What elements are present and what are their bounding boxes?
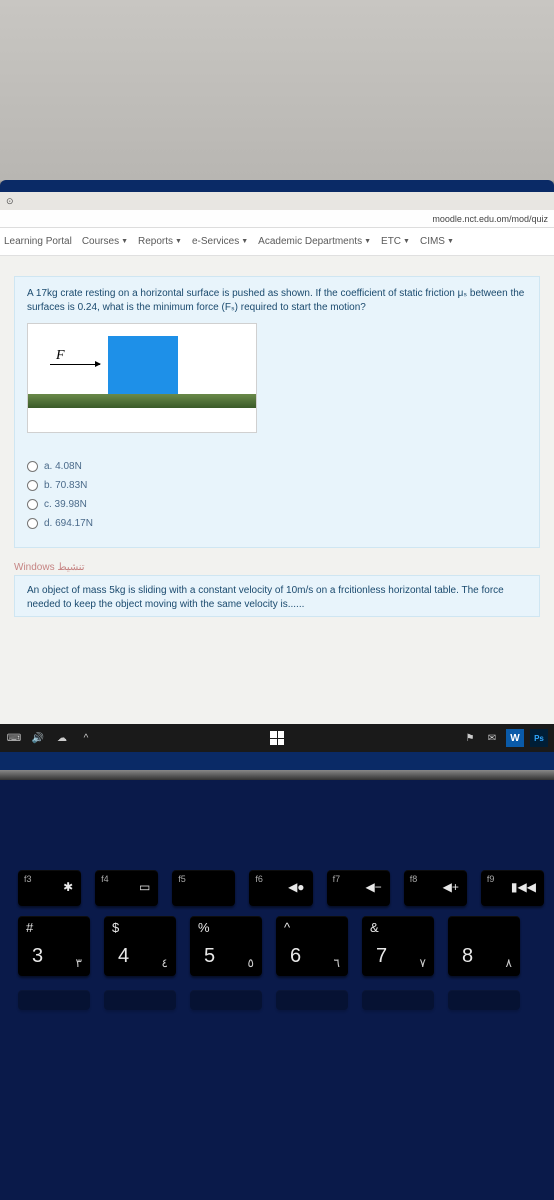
windows-watermark: Windows تنشيط — [14, 562, 540, 573]
nav-eservices[interactable]: e-Services▼ — [192, 236, 248, 247]
windows-start-icon[interactable] — [270, 731, 284, 745]
windows-taskbar[interactable]: ⌨ 🔊 ☁ ^ ⚑ ✉ W Ps — [0, 724, 554, 752]
force-label: F — [56, 348, 65, 364]
url-text: moodle.nct.edu.om/mod/quiz — [432, 214, 548, 224]
force-arrow — [50, 364, 100, 365]
caret-icon: ▼ — [241, 238, 248, 245]
photo-background: ⊙ moodle.nct.edu.om/mod/quiz Learning Po… — [0, 0, 554, 1200]
browser-tabstrip[interactable]: ⊙ — [0, 192, 554, 210]
screen: ⊙ moodle.nct.edu.om/mod/quiz Learning Po… — [0, 192, 554, 752]
key-partial[interactable] — [276, 990, 348, 1010]
key-partial[interactable] — [362, 990, 434, 1010]
caret-icon: ▼ — [364, 238, 371, 245]
nav-courses[interactable]: Courses▼ — [82, 236, 128, 247]
page-body: A 17kg crate resting on a horizontal sur… — [0, 256, 554, 617]
laptop-bezel: ⊙ moodle.nct.edu.om/mod/quiz Learning Po… — [0, 180, 554, 770]
flag-icon[interactable]: ⚑ — [462, 730, 478, 746]
brand-label[interactable]: Learning Portal — [4, 236, 72, 247]
crate-shape — [108, 336, 178, 394]
question-2-text: An object of mass 5kg is sliding with a … — [27, 585, 504, 610]
caret-icon: ▼ — [403, 238, 410, 245]
key-partial[interactable] — [448, 990, 520, 1010]
photoshop-icon[interactable]: Ps — [530, 729, 548, 747]
key-f6[interactable]: f6◀● — [249, 870, 312, 906]
speaker-icon[interactable]: 🔊 — [30, 730, 46, 746]
nav-cims[interactable]: CIMS▼ — [420, 236, 454, 247]
key-partial[interactable] — [104, 990, 176, 1010]
key-partial[interactable] — [190, 990, 262, 1010]
radio-a[interactable] — [27, 461, 38, 472]
radio-d[interactable] — [27, 518, 38, 529]
key-f4[interactable]: f4▭ — [95, 870, 158, 906]
key-f8[interactable]: f8◀+ — [404, 870, 467, 906]
envelope-icon[interactable]: ✉ — [484, 730, 500, 746]
key-partial[interactable] — [18, 990, 90, 1010]
question-2-card: An object of mass 5kg is sliding with a … — [14, 575, 540, 617]
taskbar-left: ⌨ 🔊 ☁ ^ — [6, 730, 94, 746]
chevron-up-icon[interactable]: ^ — [78, 730, 94, 746]
cloud-icon[interactable]: ☁ — [54, 730, 70, 746]
nav-reports[interactable]: Reports▼ — [138, 236, 182, 247]
address-bar[interactable]: moodle.nct.edu.om/mod/quiz — [0, 210, 554, 228]
key-f5[interactable]: f5 — [172, 870, 235, 906]
lang-icon[interactable]: ⌨ — [6, 730, 22, 746]
option-c[interactable]: c. 39.98N — [27, 495, 527, 514]
key-f7[interactable]: f7◀− — [327, 870, 390, 906]
key-f9[interactable]: f9▮◀◀ — [481, 870, 544, 906]
laptop-keyboard: f3✱ f4▭ f5 f6◀● f7◀− f8◀+ f9▮◀◀ #3٣$4٤%5٥^6٦&7… — [0, 780, 554, 1200]
tab-icon: ⊙ — [6, 196, 14, 207]
radio-c[interactable] — [27, 499, 38, 510]
option-b[interactable]: b. 70.83N — [27, 476, 527, 495]
key-8[interactable]: 8٨ — [448, 916, 520, 976]
key-3[interactable]: #3٣ — [18, 916, 90, 976]
key-6[interactable]: ^6٦ — [276, 916, 348, 976]
fn-row: f3✱ f4▭ f5 f6◀● f7◀− f8◀+ f9▮◀◀ — [10, 870, 544, 906]
option-a[interactable]: a. 4.08N — [27, 457, 527, 476]
nav-etc[interactable]: ETC▼ — [381, 236, 410, 247]
moodle-navbar: Learning Portal Courses▼ Reports▼ e-Serv… — [0, 228, 554, 256]
key-f3[interactable]: f3✱ — [18, 870, 81, 906]
caret-icon: ▼ — [175, 238, 182, 245]
surface-shape — [28, 394, 256, 408]
question-1-text: A 17kg crate resting on a horizontal sur… — [27, 287, 527, 315]
answer-options: a. 4.08N b. 70.83N c. 39.98N d. 694.17N — [27, 457, 527, 533]
letter-row-partial — [10, 986, 544, 1010]
key-4[interactable]: $4٤ — [104, 916, 176, 976]
taskbar-right: ⚑ ✉ W Ps — [462, 729, 548, 747]
radio-b[interactable] — [27, 480, 38, 491]
option-d[interactable]: d. 694.17N — [27, 514, 527, 533]
question-1-card: A 17kg crate resting on a horizontal sur… — [14, 276, 540, 548]
caret-icon: ▼ — [121, 238, 128, 245]
word-icon[interactable]: W — [506, 729, 524, 747]
key-5[interactable]: %5٥ — [190, 916, 262, 976]
question-1-diagram: F — [27, 323, 257, 433]
nav-academic[interactable]: Academic Departments▼ — [258, 236, 371, 247]
num-row: #3٣$4٤%5٥^6٦&7٧8٨ — [10, 916, 544, 976]
caret-icon: ▼ — [447, 238, 454, 245]
key-7[interactable]: &7٧ — [362, 916, 434, 976]
